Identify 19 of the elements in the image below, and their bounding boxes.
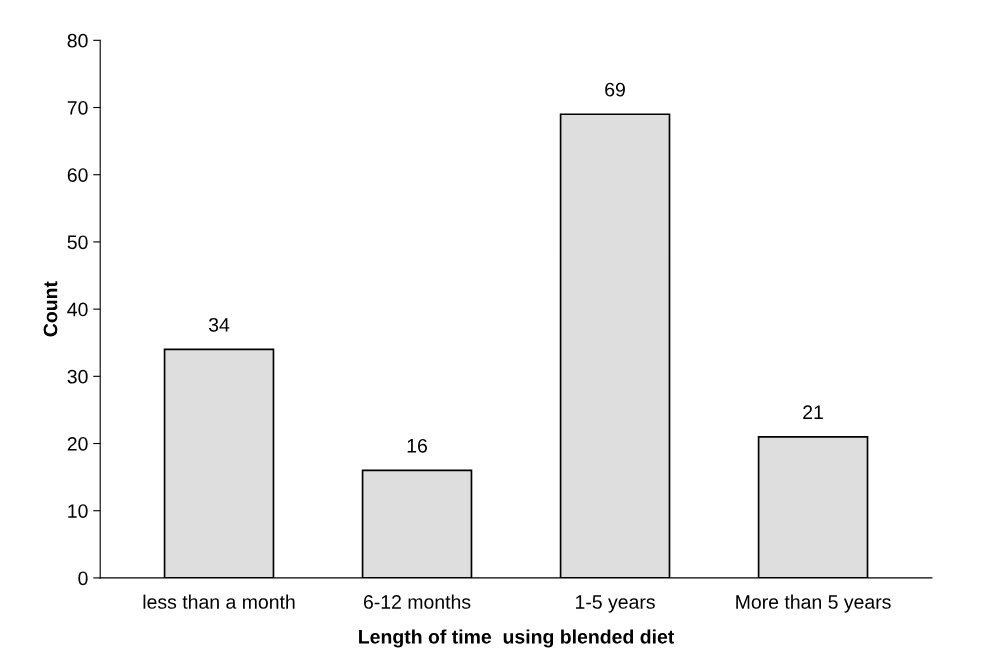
x-axis-title: Length of time using blended diet: [359, 629, 675, 648]
y-tick-label: 80: [67, 33, 88, 48]
x-tick-label: 1-5 years: [576, 595, 655, 613]
data-label: 69: [605, 82, 625, 97]
y-tick-label: 20: [67, 436, 88, 451]
y-tick-label: 40: [67, 302, 88, 317]
x-tick-label: 6-12 months: [363, 594, 471, 609]
y-tick-label: 0: [78, 571, 88, 586]
y-axis-title: Count: [43, 281, 58, 337]
data-label: 21: [803, 405, 823, 419]
data-label: 16: [407, 438, 427, 453]
y-tick-label: 50: [67, 235, 88, 250]
y-tick-label: 60: [67, 168, 88, 182]
y-tick-label: 30: [67, 369, 88, 384]
y-tick-label: 10: [68, 504, 88, 518]
x-tick-label: less than a month: [143, 594, 295, 609]
data-label: 34: [208, 317, 230, 332]
x-tick-label: More than 5 years: [736, 594, 891, 613]
y-tick-label: 70: [67, 100, 88, 115]
